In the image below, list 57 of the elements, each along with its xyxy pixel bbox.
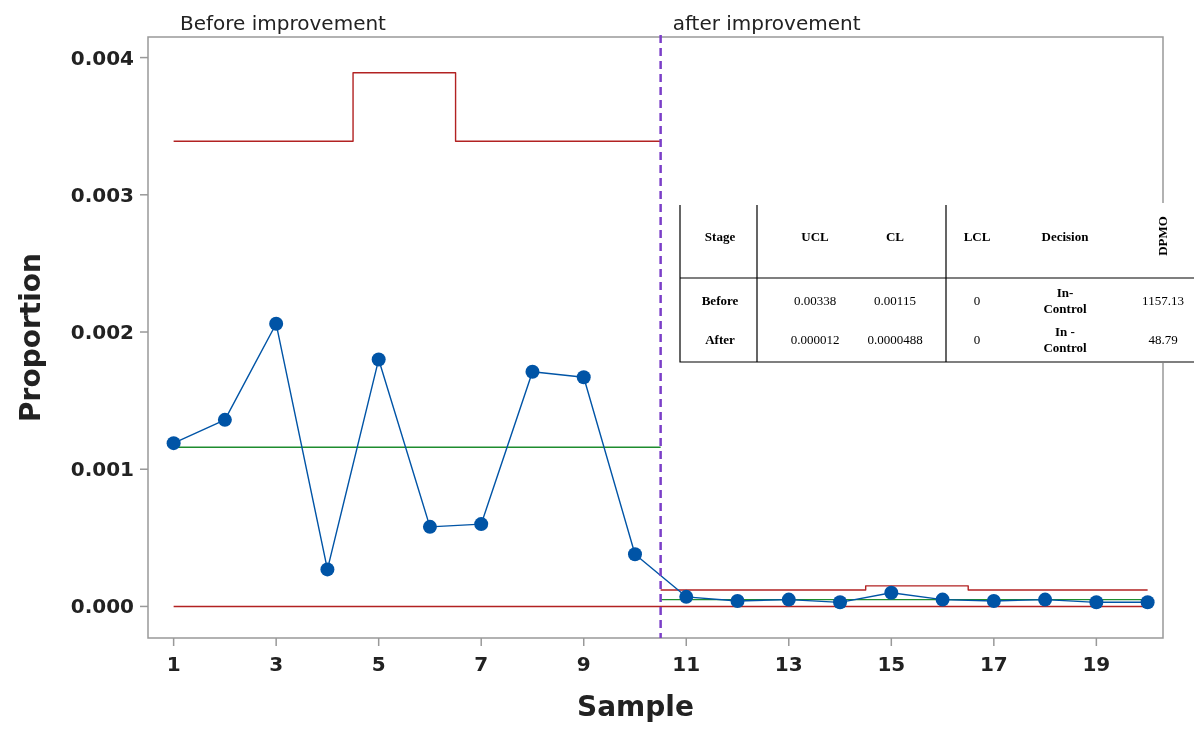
annotation: 48.79 bbox=[1148, 332, 1178, 347]
point bbox=[371, 352, 386, 367]
point bbox=[730, 593, 745, 608]
x-tick-label: 11 bbox=[672, 652, 701, 676]
annotation: CL bbox=[885, 229, 905, 244]
text: Before improvement bbox=[180, 11, 387, 35]
point bbox=[935, 592, 950, 607]
x-tick-label: 9 bbox=[576, 652, 591, 676]
x-tick-label: 1 bbox=[166, 652, 181, 676]
y-tick-label: 0.000 bbox=[70, 594, 134, 619]
y-tick-label: 0.003 bbox=[70, 182, 134, 207]
point bbox=[422, 519, 437, 534]
point bbox=[679, 589, 694, 604]
point bbox=[884, 585, 899, 600]
annotation: 1157.13 bbox=[1142, 293, 1184, 308]
annotation: Before bbox=[701, 293, 739, 308]
annotation: DPMO bbox=[1155, 216, 1170, 256]
point bbox=[628, 547, 642, 562]
annotation: In- Control bbox=[1043, 285, 1087, 316]
y-axis-title: Proportion bbox=[14, 253, 47, 422]
point bbox=[576, 370, 591, 385]
x-tick-label: 17 bbox=[979, 652, 1008, 676]
annotation: LCL bbox=[963, 229, 991, 244]
y-tick-label: 0.001 bbox=[70, 457, 134, 482]
x-tick-label: 7 bbox=[474, 652, 489, 676]
x-tick-label: 5 bbox=[371, 652, 386, 676]
point bbox=[217, 412, 232, 427]
x-tick-label: 15 bbox=[877, 652, 906, 676]
annotation: 0.00115 bbox=[874, 293, 916, 308]
text: after improvement bbox=[672, 11, 861, 35]
x-tick-label: 13 bbox=[774, 652, 803, 676]
point bbox=[986, 593, 1001, 608]
x-tick-label: 19 bbox=[1082, 652, 1111, 676]
annotation: 0 bbox=[973, 332, 981, 347]
annotation: 0.000012 bbox=[790, 332, 840, 347]
x-tick-label: 3 bbox=[269, 652, 284, 676]
annotation: UCL bbox=[801, 229, 830, 244]
point bbox=[1089, 595, 1104, 610]
annotation: In - Control bbox=[1043, 324, 1087, 355]
point bbox=[781, 592, 796, 607]
point bbox=[166, 436, 181, 451]
annotation: 0.00338 bbox=[793, 293, 837, 308]
annotation: 0 bbox=[973, 293, 981, 308]
x-axis-title: Sample bbox=[577, 690, 694, 723]
y-tick-label: 0.002 bbox=[70, 320, 134, 345]
y-tick-label: 0.004 bbox=[70, 45, 134, 70]
point bbox=[320, 562, 335, 577]
annotation: Decision bbox=[1041, 229, 1090, 244]
point bbox=[833, 595, 848, 610]
point bbox=[525, 364, 540, 379]
annotation: After bbox=[705, 332, 736, 347]
point bbox=[1140, 595, 1155, 610]
annotation: Stage bbox=[704, 229, 736, 244]
annotation: 0.0000488 bbox=[867, 332, 923, 347]
point bbox=[269, 316, 284, 331]
point bbox=[1038, 592, 1053, 607]
point bbox=[474, 517, 489, 532]
